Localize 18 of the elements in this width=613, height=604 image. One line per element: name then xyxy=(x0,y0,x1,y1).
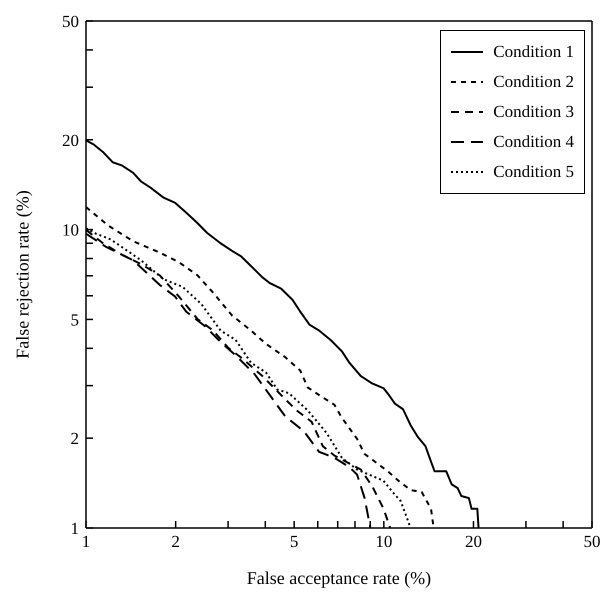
legend-label: Condition 3 xyxy=(493,102,574,122)
legend-label: Condition 5 xyxy=(493,162,574,182)
legend-label: Condition 1 xyxy=(493,42,574,62)
y-tick-label: 50 xyxy=(62,12,79,32)
x-axis-title: False acceptance rate (%) xyxy=(246,568,432,588)
x-tick-label: 5 xyxy=(290,532,298,552)
y-tick-label: 20 xyxy=(62,130,79,150)
x-tick-label: 20 xyxy=(464,532,482,552)
y-tick-label: 5 xyxy=(70,310,79,330)
x-tick-label: 10 xyxy=(375,532,392,552)
x-tick-label: 2 xyxy=(171,532,180,552)
legend-label: Condition 4 xyxy=(493,132,574,152)
y-tick-label: 2 xyxy=(70,429,79,448)
y-tick-label: 10 xyxy=(62,220,79,240)
y-tick-label: 1 xyxy=(70,519,79,538)
y-axis-title: False rejection rate (%) xyxy=(12,190,32,359)
legend-label: Condition 2 xyxy=(493,72,574,92)
x-tick-label: 50 xyxy=(584,532,600,552)
